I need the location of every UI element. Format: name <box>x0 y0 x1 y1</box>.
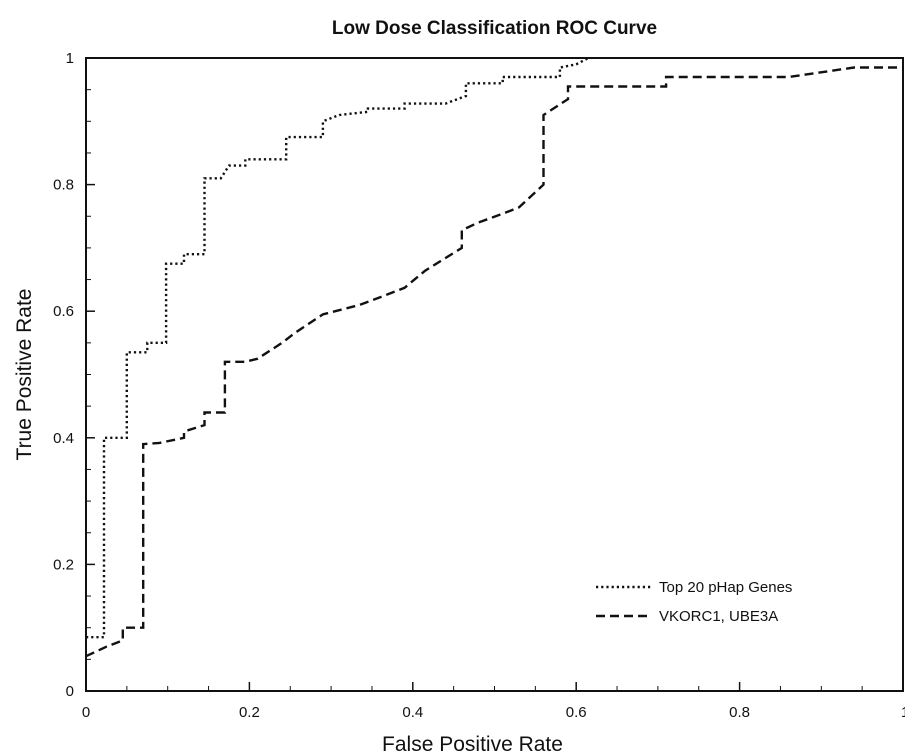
chart-title: Low Dose Classification ROC Curve <box>332 18 657 39</box>
y-tick-label: 1 <box>66 50 74 67</box>
y-tick-label: 0.2 <box>53 556 74 573</box>
series-line-2 <box>85 66 903 658</box>
x-axis-label: False Positive Rate <box>382 733 563 755</box>
y-tick-label: 0.4 <box>53 430 74 447</box>
y-axis-label: True Positive Rate <box>13 289 36 461</box>
legend-label-1: Top 20 pHap Genes <box>659 579 792 596</box>
legend-label-2: VKORC1, UBE3A <box>659 608 778 625</box>
y-tick-label: 0.8 <box>53 177 74 194</box>
series-line-1 <box>86 56 590 639</box>
y-tick-labels: 0 0.2 0.4 0.6 0.8 1 <box>53 50 74 700</box>
y-tick-label: 0.6 <box>53 303 74 320</box>
series-lines <box>85 56 903 658</box>
x-tick-label: 0.2 <box>239 704 260 721</box>
x-tick-labels: 0 0.2 0.4 0.6 0.8 1 <box>82 704 905 721</box>
plot-area <box>85 57 904 692</box>
axis-ticks <box>85 57 904 692</box>
legend: Top 20 pHap Genes VKORC1, UBE3A <box>596 579 792 625</box>
x-tick-label: 0 <box>82 704 90 721</box>
plot-frame <box>85 57 904 692</box>
y-tick-label: 0 <box>66 683 74 700</box>
x-tick-label: 0.4 <box>402 704 423 721</box>
x-tick-label: 1 <box>901 704 905 721</box>
x-tick-label: 0.8 <box>729 704 750 721</box>
x-tick-label: 0.6 <box>566 704 587 721</box>
